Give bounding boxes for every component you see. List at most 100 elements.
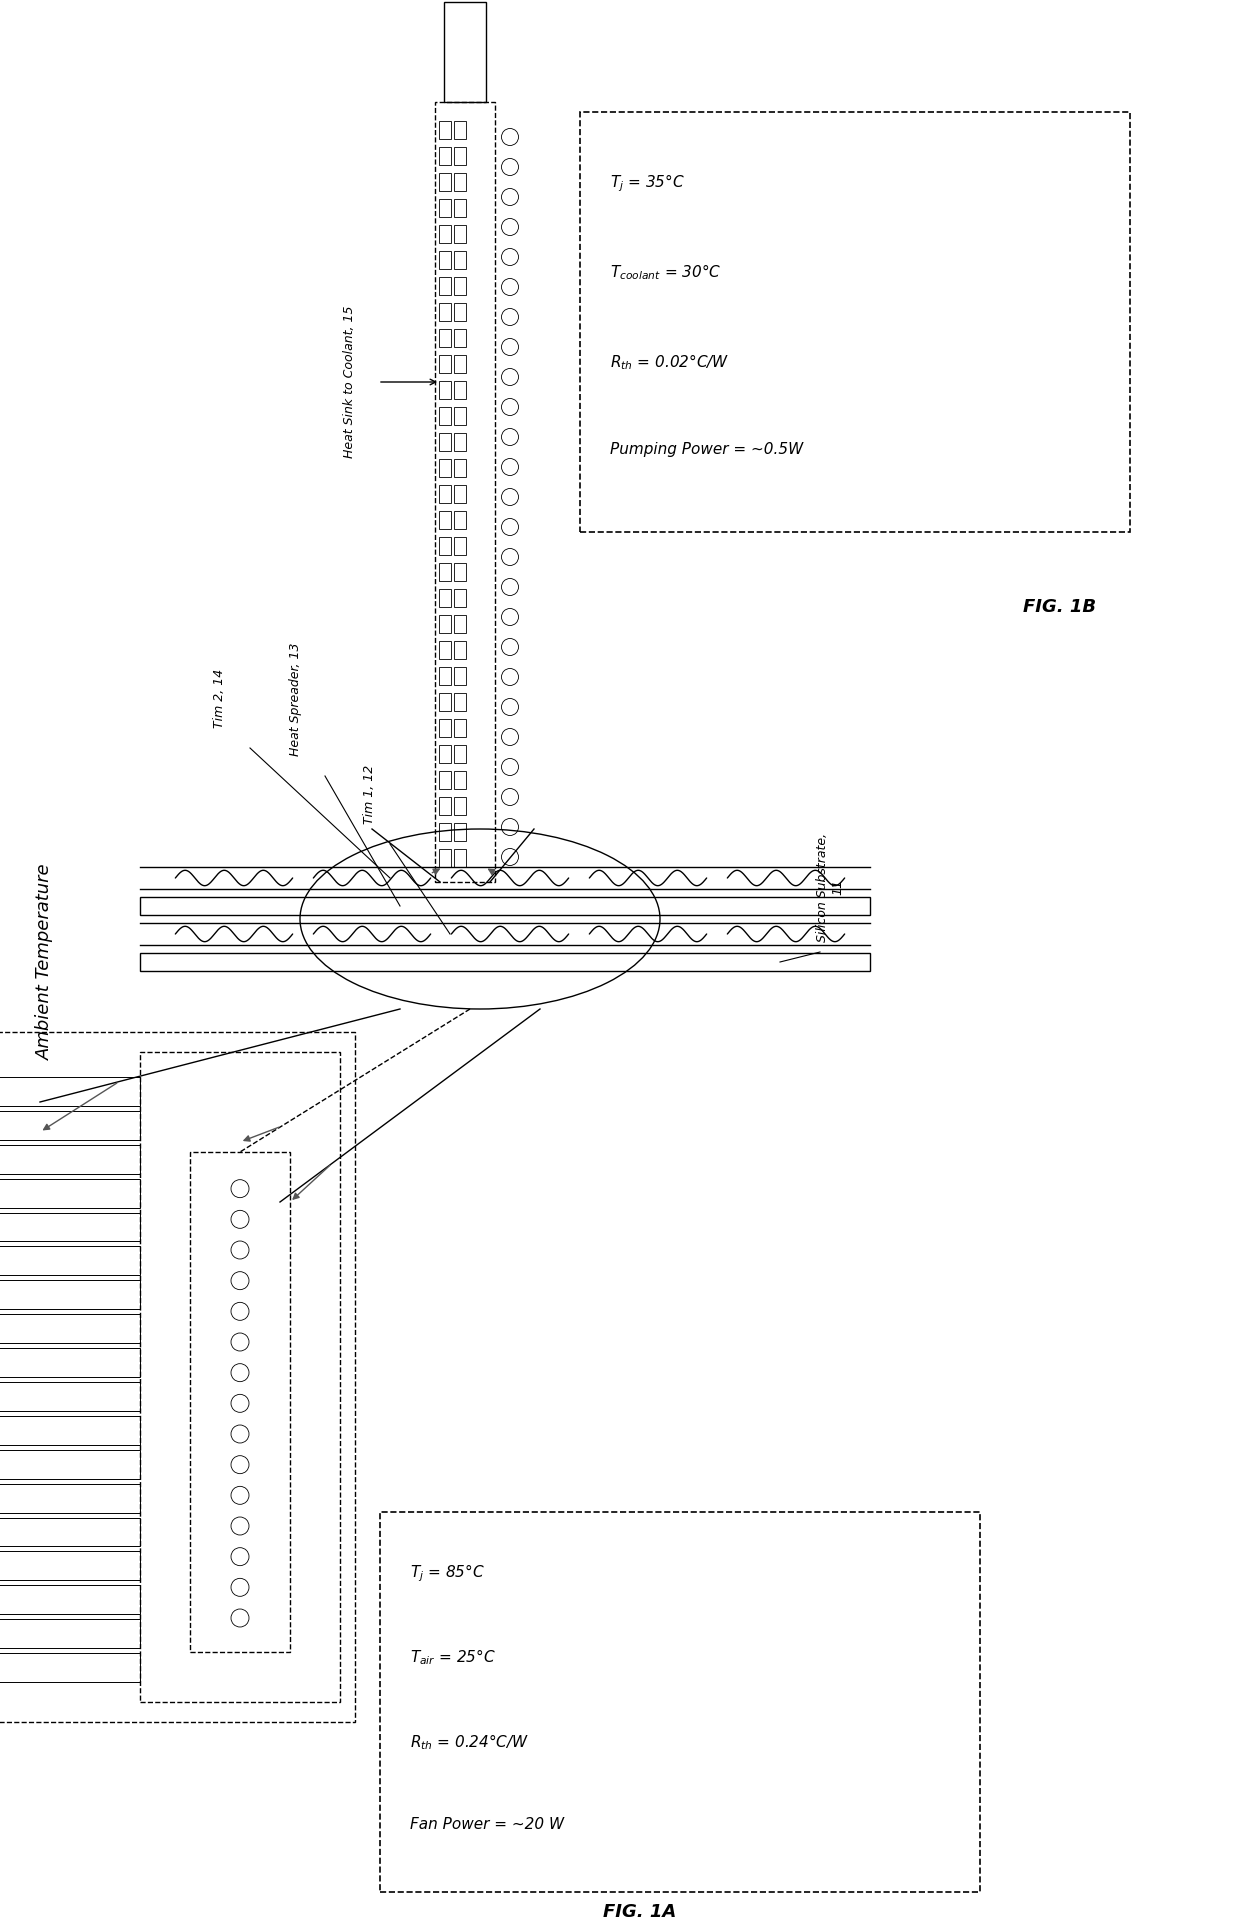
Bar — [439, 485, 451, 502]
Bar — [454, 251, 466, 269]
Text: Heat Sink to Coolant, 15: Heat Sink to Coolant, 15 — [343, 305, 357, 458]
Bar — [454, 510, 466, 529]
Bar — [439, 355, 451, 373]
Bar — [454, 460, 466, 477]
Bar — [454, 199, 466, 216]
Bar — [454, 303, 466, 321]
Bar — [439, 746, 451, 763]
Bar — [454, 771, 466, 788]
Bar — [439, 460, 451, 477]
Bar — [0, 1146, 140, 1173]
Bar — [454, 381, 466, 400]
Bar — [435, 102, 495, 883]
Bar — [454, 798, 466, 815]
Bar — [0, 1281, 140, 1310]
Bar — [439, 848, 451, 867]
Bar — [140, 952, 870, 972]
Bar — [0, 1416, 140, 1445]
Bar — [454, 823, 466, 840]
Text: FIG. 1A: FIG. 1A — [604, 1903, 677, 1920]
Bar — [454, 174, 466, 191]
Bar — [0, 1314, 140, 1343]
Bar — [454, 224, 466, 243]
Bar — [454, 408, 466, 425]
Bar — [0, 1111, 140, 1140]
Bar — [0, 1551, 140, 1580]
Bar — [140, 1053, 340, 1702]
Bar — [439, 537, 451, 554]
Bar — [379, 1513, 980, 1891]
Bar — [454, 848, 466, 867]
Bar — [439, 147, 451, 164]
Bar — [454, 276, 466, 296]
Bar — [439, 614, 451, 634]
Bar — [439, 328, 451, 348]
Text: Silicon Substrate,
11: Silicon Substrate, 11 — [816, 833, 844, 943]
Bar — [439, 303, 451, 321]
Bar — [454, 122, 466, 139]
Bar — [0, 1213, 140, 1242]
Bar — [439, 510, 451, 529]
Bar — [439, 224, 451, 243]
Text: $T_j$ = 35°C: $T_j$ = 35°C — [610, 172, 684, 193]
Bar — [439, 433, 451, 450]
Bar — [439, 641, 451, 659]
Bar — [439, 798, 451, 815]
Bar — [454, 589, 466, 607]
Text: $T_{air}$ = 25°C: $T_{air}$ = 25°C — [410, 1646, 496, 1667]
Bar — [0, 1517, 140, 1546]
Text: Tim 2, 14: Tim 2, 14 — [213, 668, 227, 728]
Bar — [439, 199, 451, 216]
Text: $T_{coolant}$ = 30°C: $T_{coolant}$ = 30°C — [610, 263, 722, 282]
Text: $R_{th}$ = 0.02°C/W: $R_{th}$ = 0.02°C/W — [610, 352, 729, 371]
Bar — [454, 746, 466, 763]
Bar — [439, 408, 451, 425]
Bar — [0, 1381, 140, 1410]
Bar — [454, 355, 466, 373]
Bar — [439, 771, 451, 788]
Bar — [0, 1076, 140, 1105]
Bar — [454, 614, 466, 634]
Bar — [454, 433, 466, 450]
Bar — [454, 641, 466, 659]
Bar — [0, 1619, 140, 1648]
Bar — [439, 719, 451, 736]
Bar — [454, 147, 466, 164]
Bar — [439, 823, 451, 840]
Text: $R_{th}$ = 0.24°C/W: $R_{th}$ = 0.24°C/W — [410, 1731, 529, 1752]
Bar — [454, 667, 466, 686]
Bar — [454, 328, 466, 348]
Bar — [454, 719, 466, 736]
Bar — [439, 122, 451, 139]
Bar — [580, 112, 1130, 531]
Bar — [0, 1449, 140, 1478]
Bar — [439, 589, 451, 607]
Bar — [454, 537, 466, 554]
Bar — [0, 1179, 140, 1208]
Text: Ambient Temperature: Ambient Temperature — [36, 864, 55, 1061]
Bar — [0, 1032, 355, 1721]
Bar — [439, 694, 451, 711]
Text: Tim 1, 12: Tim 1, 12 — [363, 765, 377, 825]
Bar — [0, 1654, 140, 1683]
Text: $T_j$ = 85°C: $T_j$ = 85°C — [410, 1561, 485, 1584]
Bar — [454, 694, 466, 711]
Bar — [439, 381, 451, 400]
Bar — [444, 2, 486, 102]
Bar — [0, 1586, 140, 1615]
Bar — [190, 1151, 290, 1652]
Bar — [439, 276, 451, 296]
Text: Heat Spreader, 13: Heat Spreader, 13 — [289, 643, 301, 755]
Bar — [439, 562, 451, 582]
Bar — [0, 1349, 140, 1378]
Bar — [140, 896, 870, 916]
Bar — [439, 251, 451, 269]
Bar — [454, 485, 466, 502]
Bar — [454, 562, 466, 582]
Text: Pumping Power = ~0.5W: Pumping Power = ~0.5W — [610, 442, 804, 458]
Text: FIG. 1B: FIG. 1B — [1023, 599, 1096, 616]
Text: Fan Power = ~20 W: Fan Power = ~20 W — [410, 1816, 564, 1832]
Bar — [439, 667, 451, 686]
Bar — [0, 1246, 140, 1275]
Bar — [0, 1484, 140, 1513]
